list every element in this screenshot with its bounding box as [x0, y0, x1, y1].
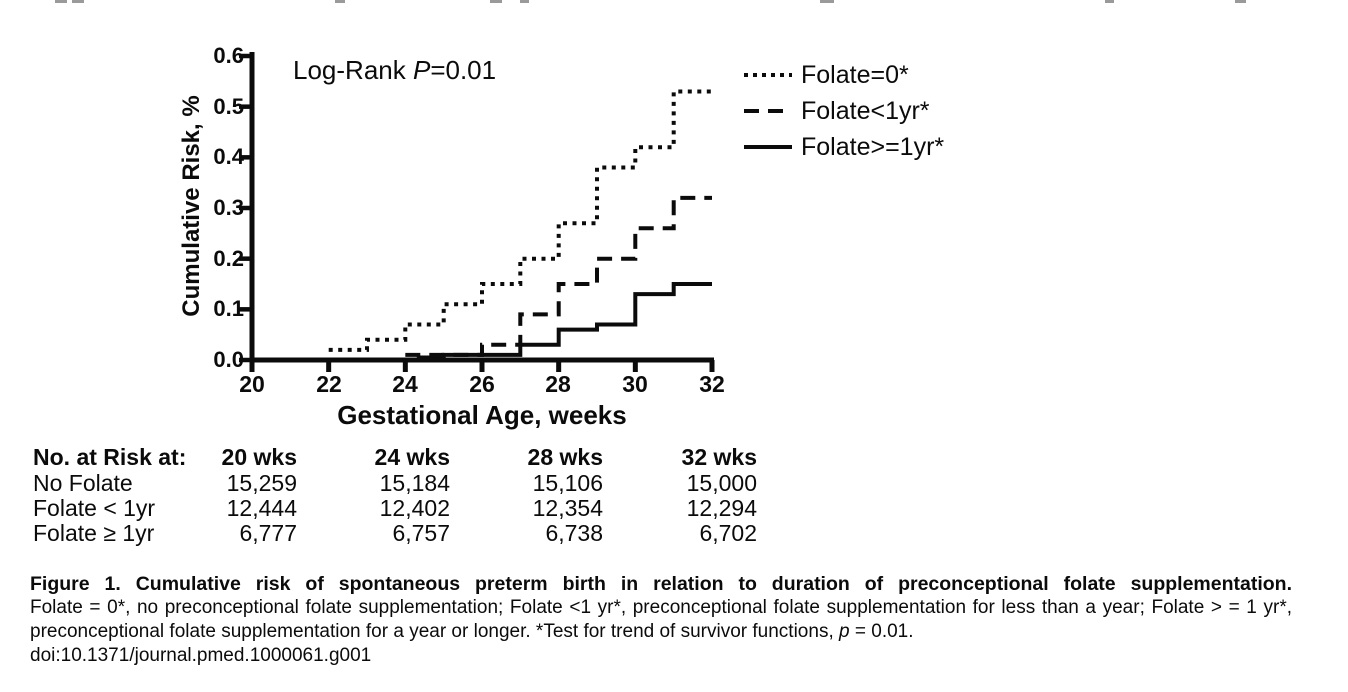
risk-table-value: 15,259 — [226, 470, 297, 496]
text-remnant — [55, 0, 67, 3]
dotted-line-sample-icon — [744, 73, 792, 77]
text-remnant — [1105, 0, 1114, 3]
text-remnant — [820, 0, 834, 3]
risk-table-value: 15,000 — [686, 470, 757, 496]
risk-table-column-header: 32 wks — [681, 444, 757, 470]
dashed-line-sample-icon — [744, 109, 792, 113]
text-remnant — [1235, 0, 1246, 3]
y-tick-label: 0.3 — [213, 195, 244, 220]
caption-doi: doi:10.1371/journal.pmed.1000061.g001 — [30, 645, 372, 666]
y-tick-label: 0.6 — [213, 43, 244, 68]
series-curve-Folate>=1yr* — [416, 282, 712, 360]
x-tick-label: 26 — [469, 371, 495, 397]
caption-text-segment: = 0.01. — [849, 621, 914, 642]
y-axis-title: Cumulative Risk, % — [178, 95, 205, 317]
caption-title: Figure 1. Cumulative risk of spontaneous… — [30, 573, 1292, 595]
y-tick-label: 0.4 — [213, 144, 244, 169]
solid-line-sample-icon — [744, 145, 792, 149]
series-curve-Folate<1yr* — [405, 195, 712, 357]
y-tick-label: 0.5 — [213, 94, 244, 119]
risk-table-value: 12,402 — [379, 495, 450, 521]
x-tick-label: 22 — [316, 371, 342, 397]
text-remnant — [490, 0, 502, 3]
risk-table-value: 15,184 — [379, 470, 450, 496]
x-tick-label: 24 — [392, 371, 418, 397]
risk-table-value: 6,738 — [545, 520, 603, 546]
x-axis-title: Gestational Age, weeks — [337, 400, 627, 430]
legend-item-folate-0: Folate=0* — [744, 60, 944, 90]
caption-text-segment: Folate = 0*, no preconceptional folate s… — [30, 597, 1292, 642]
x-tick-label: 28 — [545, 371, 571, 397]
risk-table-value: 12,354 — [532, 495, 603, 521]
risk-table-row-label: Folate ≥ 1yr — [33, 520, 155, 546]
y-tick-label: 0.2 — [213, 246, 244, 271]
text-remnant — [72, 0, 84, 3]
legend-item-folate-lt1yr: Folate<1yr* — [744, 96, 944, 126]
x-tick-label: 32 — [699, 371, 725, 397]
risk-table-value: 6,702 — [699, 520, 757, 546]
risk-table-value: 6,777 — [239, 520, 297, 546]
caption-italic-p: p — [839, 621, 850, 642]
risk-table-title: No. at Risk at: — [33, 444, 187, 470]
legend-item-folate-ge1yr: Folate>=1yr* — [744, 132, 944, 162]
risk-table-value: 12,294 — [686, 495, 757, 521]
x-tick-label: 20 — [239, 371, 265, 397]
x-tick-label: 30 — [622, 371, 648, 397]
legend-label: Folate<1yr* — [801, 96, 930, 125]
log-rank-annotation: Log-Rank P=0.01 — [293, 55, 496, 86]
legend-label: Folate>=1yr* — [801, 132, 945, 161]
risk-table-row-label: Folate < 1yr — [33, 495, 156, 521]
y-tick-label: 0.1 — [213, 296, 244, 321]
risk-table-column-header: 28 wks — [527, 444, 603, 470]
risk-table-value: 15,106 — [532, 470, 603, 496]
y-tick-label: 0.0 — [213, 347, 244, 372]
risk-table-value: 12,444 — [226, 495, 297, 521]
log-rank-suffix: =0.01 — [430, 55, 497, 85]
legend-label: Folate=0* — [801, 60, 909, 89]
risk-table-column-header: 20 wks — [221, 444, 297, 470]
text-remnant — [335, 0, 345, 3]
chart-legend: Folate=0* Folate<1yr* Folate>=1yr* — [744, 60, 944, 168]
log-rank-p-symbol: P — [412, 55, 431, 85]
series-curve-Folate=0* — [328, 89, 712, 352]
caption-body: Folate = 0*, no preconceptional folate s… — [30, 596, 1292, 644]
risk-table-value: 6,757 — [392, 520, 450, 546]
risk-table-column-header: 24 wks — [374, 444, 450, 470]
risk-table-row-label: No Folate — [33, 470, 133, 496]
log-rank-prefix: Log-Rank — [293, 55, 413, 85]
text-remnant — [520, 0, 529, 3]
figure-caption: Figure 1. Cumulative risk of spontaneous… — [30, 572, 1292, 668]
